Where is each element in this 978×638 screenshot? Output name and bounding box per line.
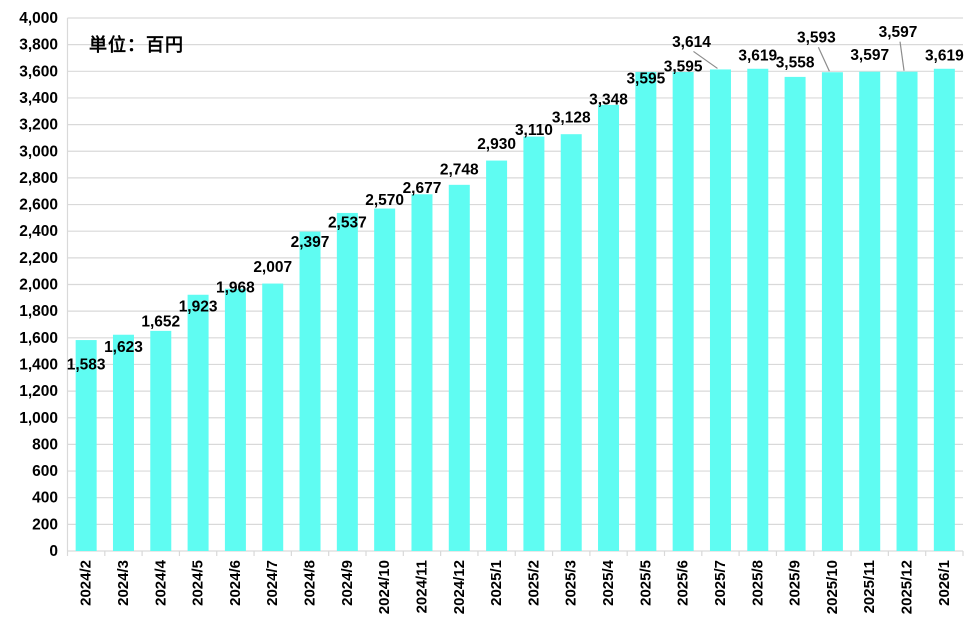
bar — [486, 160, 508, 551]
y-tick-label: 1,600 — [19, 330, 58, 347]
bar — [598, 104, 620, 551]
y-tick-label: 3,200 — [19, 117, 58, 134]
x-tick-label: 2025/11 — [861, 560, 878, 613]
x-tick-label: 2025/4 — [600, 559, 617, 606]
x-tick-label: 2025/1 — [488, 560, 505, 606]
data-label: 1,623 — [104, 339, 143, 356]
data-label: 3,348 — [589, 91, 628, 108]
y-tick-label: 2,400 — [19, 223, 58, 240]
x-tick-label: 2024/4 — [152, 559, 169, 606]
data-label: 3,619 — [925, 47, 964, 64]
label-leader-line — [693, 50, 718, 69]
y-tick-label: 1,800 — [19, 303, 58, 320]
bar — [75, 340, 97, 551]
data-label: 3,110 — [515, 122, 553, 139]
x-tick-label: 2024/2 — [78, 560, 95, 606]
x-tick-label: 2025/7 — [712, 560, 729, 606]
data-label: 3,595 — [626, 70, 665, 87]
bar — [784, 76, 806, 552]
y-tick-label: 1,400 — [19, 356, 58, 373]
x-tick-label: 2024/7 — [264, 560, 281, 606]
y-tick-label: 3,000 — [19, 143, 58, 160]
data-label: 3,597 — [879, 24, 918, 41]
x-tick-label: 2024/8 — [302, 560, 319, 606]
y-tick-label: 400 — [32, 490, 58, 507]
bar — [112, 334, 134, 551]
bar — [635, 71, 657, 551]
data-label: 2,930 — [477, 136, 516, 153]
bar — [709, 69, 731, 551]
bar — [523, 136, 545, 551]
y-tick-label: 2,200 — [19, 250, 58, 267]
data-label: 3,619 — [738, 47, 777, 64]
y-tick-label: 2,600 — [19, 197, 58, 214]
y-tick-label: 800 — [32, 436, 58, 453]
bar — [672, 71, 694, 551]
data-label: 3,128 — [552, 110, 591, 127]
x-tick-label: 2025/3 — [563, 560, 580, 606]
x-tick-label: 2025/6 — [675, 560, 692, 606]
data-label: 1,968 — [216, 279, 255, 296]
bar — [411, 194, 433, 552]
y-tick-label: 3,400 — [19, 90, 58, 107]
y-tick-label: 3,800 — [19, 37, 58, 54]
y-tick-label: 0 — [49, 543, 58, 560]
x-tick-label: 2024/3 — [115, 560, 132, 606]
bar — [933, 68, 955, 551]
x-tick-label: 2025/10 — [824, 560, 841, 614]
x-tick-label: 2024/9 — [339, 560, 356, 606]
x-tick-label: 2024/12 — [451, 560, 468, 614]
bar — [747, 68, 769, 551]
y-tick-label: 3,600 — [19, 63, 58, 80]
data-label: 2,677 — [403, 180, 442, 197]
x-tick-label: 2024/5 — [190, 560, 207, 606]
bar — [150, 330, 172, 551]
x-tick-label: 2024/6 — [227, 560, 244, 606]
y-tick-label: 4,000 — [19, 10, 58, 27]
data-label: 3,597 — [850, 47, 889, 64]
y-tick-label: 1,000 — [19, 410, 58, 427]
x-tick-label: 2024/10 — [376, 560, 393, 614]
x-tick-label: 2025/2 — [525, 560, 542, 606]
data-label: 2,570 — [365, 192, 404, 209]
data-label: 3,614 — [672, 34, 711, 51]
bar — [336, 212, 358, 551]
y-tick-label: 2,800 — [19, 170, 58, 187]
bar — [224, 288, 246, 551]
data-label: 1,652 — [141, 313, 180, 330]
y-tick-label: 1,200 — [19, 383, 58, 400]
data-label: 3,593 — [797, 30, 836, 47]
y-tick-label: 2,000 — [19, 277, 58, 294]
y-tick-label: 200 — [32, 516, 58, 533]
unit-note-label: 単位：百円 — [89, 35, 184, 55]
x-tick-label: 2025/9 — [787, 560, 804, 606]
bar — [374, 208, 396, 552]
data-label: 2,537 — [328, 214, 367, 231]
y-tick-label: 600 — [32, 463, 58, 480]
bar — [560, 134, 582, 551]
x-tick-label: 2024/11 — [413, 560, 430, 613]
x-tick-label: 2025/5 — [637, 560, 654, 606]
x-tick-label: 2025/8 — [749, 560, 766, 606]
bar — [262, 283, 284, 551]
x-tick-label: 2026/1 — [936, 560, 953, 606]
bar — [448, 184, 470, 552]
data-label: 2,397 — [291, 234, 330, 251]
bar — [859, 71, 881, 551]
label-leader-line — [899, 41, 905, 71]
data-label: 1,923 — [179, 298, 218, 315]
x-tick-label: 2025/12 — [899, 560, 916, 614]
bar — [187, 294, 209, 551]
bar — [896, 71, 918, 551]
data-label: 3,558 — [776, 54, 815, 71]
data-label: 2,007 — [253, 259, 292, 276]
data-label: 1,583 — [67, 357, 106, 374]
label-leader-line — [817, 46, 830, 72]
data-label: 2,748 — [440, 161, 479, 178]
data-label: 3,595 — [664, 58, 703, 75]
bar — [299, 231, 321, 552]
bar — [821, 72, 843, 551]
